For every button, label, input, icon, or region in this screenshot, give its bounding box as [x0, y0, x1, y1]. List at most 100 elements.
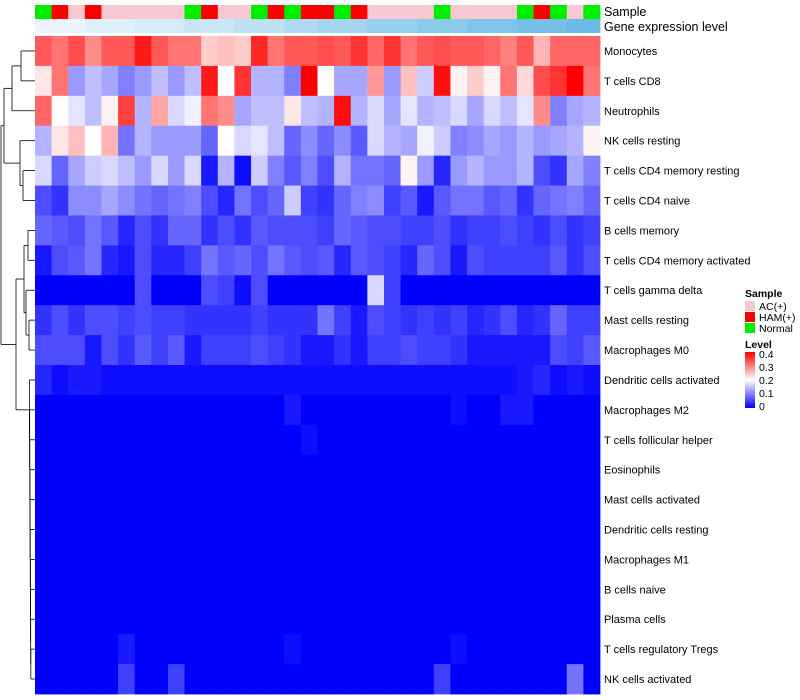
sample-annotation-cell [317, 5, 335, 19]
heatmap-cell [300, 514, 318, 545]
heatmap-cell [417, 365, 435, 396]
heatmap-cell [300, 215, 318, 246]
heatmap-cell [583, 394, 601, 426]
heatmap-cell [550, 215, 568, 246]
heatmap-cell [367, 484, 385, 515]
heatmap-cell [533, 185, 551, 216]
heatmap-cell [284, 335, 302, 366]
heatmap-cell [417, 574, 435, 605]
heatmap-cell [450, 125, 468, 157]
heatmap-cell [550, 664, 568, 695]
row-label: Plasma cells [604, 614, 666, 626]
heatmap-cell [234, 604, 252, 635]
heatmap-cell [134, 544, 152, 575]
heatmap-cell [84, 185, 102, 216]
heatmap-cell [317, 365, 335, 396]
heatmap-cell [300, 634, 318, 665]
heatmap-cell [483, 125, 501, 157]
heatmap-cell [383, 36, 401, 67]
heatmap-cell [566, 125, 584, 157]
heatmap-cell [151, 634, 169, 665]
heatmap-cell [251, 65, 269, 97]
heatmap-cell [550, 484, 568, 515]
heatmap-cell [251, 36, 269, 67]
sample-legend-swatch [745, 323, 755, 333]
heatmap-cell [334, 185, 352, 216]
row-label: Monocytes [604, 46, 658, 58]
heatmap-cell [583, 544, 601, 575]
heatmap-cell [467, 95, 485, 127]
heatmap-cell [151, 275, 169, 306]
heatmap-cell [450, 65, 468, 97]
heatmap-cell [217, 215, 235, 246]
heatmap-cell [267, 424, 285, 456]
heatmap-cell [201, 215, 219, 246]
heatmap-cell [417, 454, 435, 486]
heatmap-cell [383, 275, 401, 306]
gene-expression-annotation-cell [450, 19, 468, 33]
heatmap-cell [483, 634, 501, 665]
heatmap-cell [516, 454, 534, 486]
heatmap-cell [118, 484, 136, 515]
heatmap-cell [467, 424, 485, 456]
heatmap-cell [383, 574, 401, 605]
heatmap-cell [184, 484, 202, 515]
heatmap-cell [500, 155, 518, 186]
heatmap-cell [516, 574, 534, 605]
heatmap-cell [184, 95, 202, 127]
heatmap-cell [284, 305, 302, 336]
heatmap-cell [167, 365, 185, 396]
sample-annotation-cell [433, 5, 451, 19]
heatmap-cell [35, 634, 53, 665]
heatmap-cell [151, 544, 169, 575]
heatmap-cell [234, 305, 252, 336]
sample-annotation-cell [101, 5, 119, 19]
heatmap-cell [417, 335, 435, 366]
heatmap-cell [300, 36, 318, 67]
heatmap-cell [467, 574, 485, 605]
heatmap-cell [450, 604, 468, 635]
heatmap-cell [118, 155, 136, 186]
heatmap-cell [467, 65, 485, 97]
heatmap-cell [234, 36, 252, 67]
heatmap-cell [433, 394, 451, 426]
heatmap-cell [84, 514, 102, 545]
row-label: T cells CD4 memory resting [604, 166, 740, 178]
heatmap-cell [500, 335, 518, 366]
heatmap-cell [583, 454, 601, 486]
heatmap-cell [284, 65, 302, 97]
heatmap-cell [317, 65, 335, 97]
heatmap-cell [467, 125, 485, 157]
heatmap-cell [583, 95, 601, 127]
heatmap-cell [68, 335, 86, 366]
heatmap-cell [566, 454, 584, 486]
heatmap-cell [134, 155, 152, 186]
heatmap-cell [417, 634, 435, 665]
heatmap-cell [417, 514, 435, 545]
heatmap-cell [550, 424, 568, 456]
gene-expression-annotation-cell [101, 19, 119, 33]
heatmap-cell [500, 544, 518, 575]
heatmap-cell [151, 664, 169, 695]
heatmap-cell [367, 65, 385, 97]
heatmap-cell [350, 394, 368, 426]
heatmap-cell [284, 634, 302, 665]
heatmap-cell [217, 155, 235, 186]
heatmap-cell [101, 454, 119, 486]
heatmap-cell [550, 365, 568, 396]
heatmap-cell [550, 245, 568, 276]
heatmap-cell [500, 95, 518, 127]
heatmap-cell [184, 514, 202, 545]
heatmap-cell [500, 394, 518, 426]
heatmap-cell [234, 365, 252, 396]
heatmap-cell [317, 275, 335, 306]
gene-expression-annotation-cell [184, 19, 202, 33]
heatmap-cell [417, 185, 435, 216]
heatmap-cell [284, 604, 302, 635]
heatmap-cell [583, 305, 601, 336]
heatmap-cell [217, 664, 235, 695]
heatmap-cell [367, 275, 385, 306]
heatmap-cell [533, 484, 551, 515]
heatmap-cell [151, 95, 169, 127]
heatmap-cell [234, 65, 252, 97]
